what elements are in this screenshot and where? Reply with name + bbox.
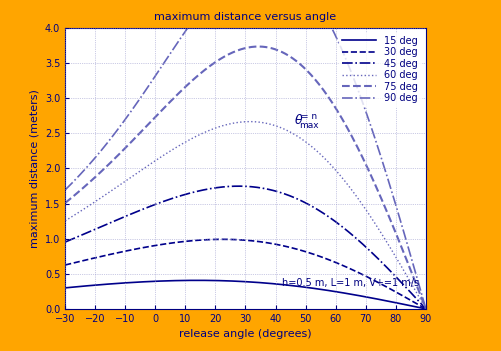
75 deg: [282, 51, 288, 55]
15 deg: [62, 286, 68, 290]
75 deg: [336, 112, 342, 116]
60 deg: [282, 127, 288, 131]
15 deg: [423, 307, 429, 311]
75 deg: [272, 47, 278, 51]
60 deg: [373, 223, 379, 227]
90 deg: [373, 140, 379, 144]
Text: = n: = n: [302, 112, 318, 121]
75 deg: [256, 45, 262, 49]
Line: 75 deg: 75 deg: [65, 47, 426, 309]
15 deg: [293, 284, 299, 288]
Title: maximum distance versus angle: maximum distance versus angle: [154, 12, 337, 22]
30 deg: [62, 263, 68, 267]
15 deg: [195, 278, 201, 283]
Line: 90 deg: 90 deg: [65, 0, 426, 309]
45 deg: [84, 231, 90, 235]
45 deg: [336, 222, 342, 226]
90 deg: [336, 41, 342, 46]
45 deg: [423, 307, 429, 311]
75 deg: [423, 307, 429, 311]
60 deg: [336, 172, 342, 176]
90 deg: [62, 188, 68, 192]
Line: 60 deg: 60 deg: [65, 121, 426, 309]
45 deg: [62, 240, 68, 244]
45 deg: [293, 196, 299, 200]
X-axis label: release angle (degrees): release angle (degrees): [179, 329, 312, 339]
30 deg: [272, 242, 278, 246]
75 deg: [373, 185, 379, 189]
15 deg: [336, 290, 342, 294]
75 deg: [293, 58, 299, 62]
15 deg: [272, 282, 278, 286]
Line: 30 deg: 30 deg: [65, 239, 426, 309]
30 deg: [282, 244, 288, 248]
90 deg: [423, 307, 429, 311]
15 deg: [84, 284, 90, 288]
45 deg: [373, 255, 379, 259]
Y-axis label: maximum distance (meters): maximum distance (meters): [29, 89, 39, 248]
60 deg: [272, 124, 278, 128]
Text: max: max: [299, 121, 319, 130]
60 deg: [62, 219, 68, 223]
60 deg: [84, 205, 90, 209]
45 deg: [282, 192, 288, 196]
15 deg: [282, 283, 288, 287]
45 deg: [235, 184, 241, 188]
75 deg: [62, 201, 68, 205]
30 deg: [84, 258, 90, 262]
Legend: 15 deg, 30 deg, 45 deg, 60 deg, 75 deg, 90 deg: 15 deg, 30 deg, 45 deg, 60 deg, 75 deg, …: [340, 33, 421, 106]
60 deg: [423, 307, 429, 311]
45 deg: [272, 189, 278, 193]
30 deg: [219, 237, 225, 241]
30 deg: [293, 247, 299, 251]
Line: 45 deg: 45 deg: [65, 186, 426, 309]
Text: $\theta$: $\theta$: [294, 113, 304, 127]
60 deg: [293, 133, 299, 137]
30 deg: [423, 307, 429, 311]
Line: 15 deg: 15 deg: [65, 280, 426, 309]
30 deg: [373, 279, 379, 284]
15 deg: [373, 297, 379, 301]
90 deg: [84, 165, 90, 169]
Text: h=0.5 m, L=1 m, V+=1 m/s: h=0.5 m, L=1 m, V+=1 m/s: [282, 278, 419, 289]
60 deg: [247, 119, 253, 124]
30 deg: [336, 262, 342, 266]
75 deg: [84, 182, 90, 186]
